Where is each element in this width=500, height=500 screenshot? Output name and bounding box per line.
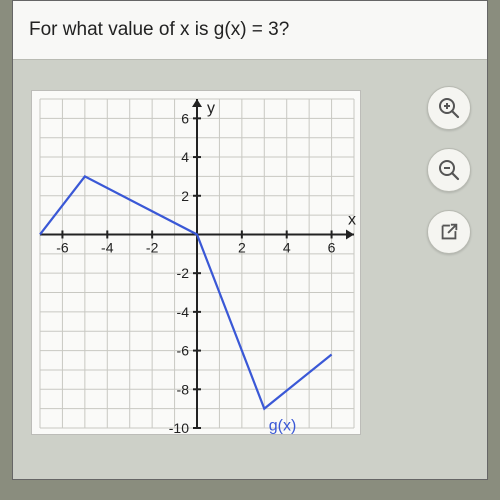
svg-text:g(x): g(x): [269, 418, 297, 435]
svg-text:-10: -10: [169, 420, 189, 436]
svg-text:6: 6: [181, 110, 189, 126]
svg-text:y: y: [207, 100, 215, 117]
svg-text:2: 2: [181, 188, 189, 204]
svg-text:-2: -2: [177, 265, 190, 281]
graph-svg: -6 -4 -2 2 4 6 -10 -8 -6 -4 -2 2 4 6 y x g(x): [32, 91, 362, 436]
zoom-out-icon: [437, 158, 461, 182]
question-bar: For what value of x is g(x) = 3?: [13, 1, 487, 60]
open-new-button[interactable]: [427, 210, 471, 254]
screen-area: For what value of x is g(x) = 3? -6 -4 -2 2…: [12, 0, 488, 480]
svg-text:4: 4: [283, 239, 291, 255]
svg-text:x: x: [348, 211, 356, 228]
svg-text:6: 6: [328, 239, 336, 255]
question-text: For what value of x is g(x) = 3?: [29, 19, 289, 40]
svg-text:-6: -6: [177, 343, 190, 359]
zoom-in-icon: [437, 96, 461, 120]
svg-text:2: 2: [238, 239, 246, 255]
tool-column: [427, 86, 471, 254]
open-new-icon: [438, 221, 460, 243]
svg-text:4: 4: [181, 149, 189, 165]
svg-text:-6: -6: [56, 239, 69, 255]
svg-text:-4: -4: [101, 239, 114, 255]
svg-text:-8: -8: [177, 381, 190, 397]
zoom-out-button[interactable]: [427, 148, 471, 192]
svg-text:-4: -4: [177, 304, 190, 320]
svg-text:-2: -2: [146, 239, 159, 255]
content-area: -6 -4 -2 2 4 6 -10 -8 -6 -4 -2 2 4 6 y x g(x): [13, 60, 487, 478]
graph-panel: -6 -4 -2 2 4 6 -10 -8 -6 -4 -2 2 4 6 y x g(x): [31, 90, 361, 435]
zoom-in-button[interactable]: [427, 86, 471, 130]
